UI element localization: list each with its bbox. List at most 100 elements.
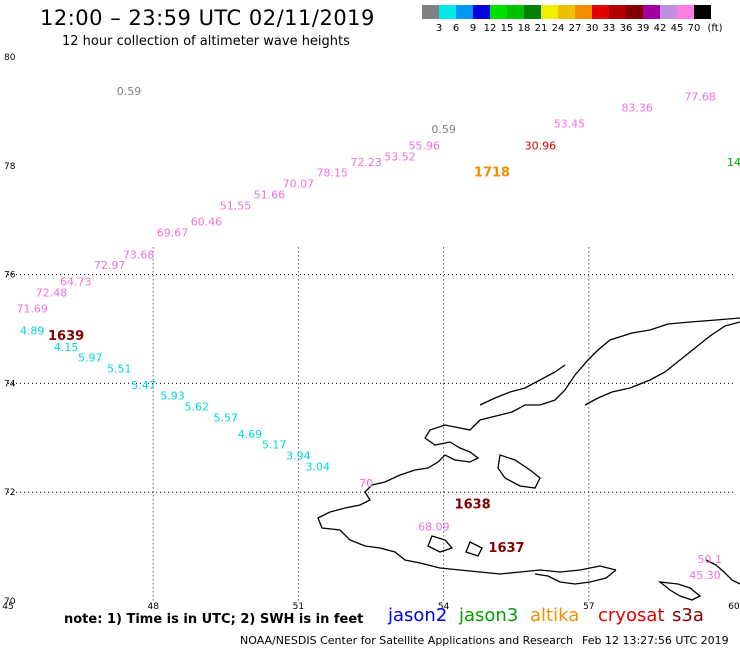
map-subtitle: 12 hour collection of altimeter wave hei… [62, 34, 350, 49]
colorbar-swatch [507, 5, 524, 19]
satellite-legend-altika: altika [530, 605, 580, 626]
observation-label: 55.96 [408, 139, 440, 152]
colorbar-tick-label: 6 [452, 23, 460, 34]
observation-label: 5.47 [131, 379, 156, 392]
observation-label: 83.36 [621, 101, 653, 114]
observation-label: 73.68 [123, 248, 155, 261]
colorbar-swatch [609, 5, 626, 19]
colorbar-swatch [490, 5, 507, 19]
satellite-legend-jason3: jason3 [459, 605, 519, 626]
observation-label: 5.97 [78, 352, 103, 365]
colorbar-unit: (ft) [707, 23, 723, 34]
lon-tick-label: 60 [728, 602, 740, 612]
observation-label: 1638 [455, 498, 491, 513]
coastline [317, 317, 740, 601]
lat-tick-label: 80 [4, 53, 16, 63]
colorbar-tick-label: 3 [435, 23, 443, 34]
colorbar-swatch [694, 5, 711, 19]
observation-label: 53.52 [384, 150, 416, 163]
colorbar-tick-label: 45 [670, 23, 684, 34]
observation-label: 68.09 [418, 520, 450, 533]
colorbar-tick-label: 70 [687, 23, 701, 34]
lon-tick-label: 51 [293, 602, 304, 612]
colorbar-swatch [524, 5, 541, 19]
colorbar-tick-label: 39 [636, 23, 650, 34]
observation-label: 50.1 [698, 553, 723, 566]
lon-tick-label: 45 [2, 602, 13, 612]
observation-label: 60.46 [191, 216, 223, 229]
lon-tick-label: 54 [438, 602, 450, 612]
observation-label: 70.07 [283, 178, 315, 191]
observation-label: 4.15 [54, 341, 79, 354]
observation-label: 3.04 [306, 460, 331, 473]
observation-label: 77.68 [684, 91, 716, 104]
footer-note: note: 1) Time is in UTC; 2) SWH is in fe… [64, 612, 364, 627]
colorbar-tick-label: 15 [500, 23, 514, 34]
satellite-legend-s3a: s3a [672, 605, 704, 626]
observation-label: 70 [359, 477, 373, 490]
observation-label: 1718 [474, 166, 510, 181]
observation-label: 51.55 [220, 199, 252, 212]
observation-label: 5.51 [107, 363, 132, 376]
observation-label: 78.15 [317, 167, 349, 180]
colorbar-tick-label: 36 [619, 23, 633, 34]
observation-label: 3.94 [286, 450, 311, 463]
colorbar-swatch [677, 5, 694, 19]
observation-label: 30.96 [525, 139, 557, 152]
observation-label: 4.89 [20, 324, 45, 337]
lat-lon-grid [8, 247, 734, 601]
colorbar-tick-label: 18 [517, 23, 531, 34]
observation-label: 14 [727, 156, 740, 169]
colorbar-swatch [558, 5, 575, 19]
observation-label: 5.17 [262, 439, 287, 452]
lon-tick-label: 48 [147, 602, 159, 612]
observation-label: 1639 [48, 329, 84, 344]
observation-label: 72.97 [94, 259, 126, 272]
colorbar-tick-label: 12 [483, 23, 497, 34]
generation-timestamp: Feb 12 13:27:56 UTC 2019 [582, 634, 729, 647]
observation-label: 1637 [488, 541, 524, 556]
lat-tick-label: 76 [4, 271, 16, 281]
lon-tick-label: 57 [583, 602, 594, 612]
observation-label: 72.23 [350, 156, 382, 169]
colorbar-tick-label: 42 [653, 23, 667, 34]
colorbar-tick-label: 24 [551, 23, 565, 34]
observation-label: 5.93 [160, 390, 185, 403]
map-title: 12:00 – 23:59 UTC 02/11/2019 [40, 6, 375, 30]
observation-label: 5.57 [214, 411, 239, 424]
colorbar-swatch [592, 5, 609, 19]
observation-label: 72.48 [36, 286, 68, 299]
observation-label: 5.62 [185, 401, 210, 414]
colorbar-swatch [541, 5, 558, 19]
colorbar-swatch [575, 5, 592, 19]
satellite-legend-cryosat: cryosat [598, 605, 665, 626]
lat-tick-label: 72 [4, 488, 15, 498]
wave-height-observations: 14 1718 30.96 1639 1638 1637 0.59 0.59 71.69 72.4… [16, 85, 740, 582]
observation-label: 0.59 [431, 123, 456, 136]
observation-label: 64.73 [60, 275, 92, 288]
credit-line: NOAA/NESDIS Center for Satellite Applica… [240, 634, 574, 647]
lat-tick-label: 74 [4, 379, 16, 389]
colorbar-swatch [456, 5, 473, 19]
observation-label: 71.69 [16, 303, 48, 316]
colorbar-swatch [473, 5, 490, 19]
observation-label: 4.69 [238, 428, 263, 441]
colorbar-tick-label: 30 [585, 23, 599, 34]
observation-label: 0.59 [117, 85, 142, 98]
colorbar-swatch [422, 5, 439, 19]
observation-label: 45.30 [689, 569, 721, 582]
colorbar-tick-label: 33 [602, 23, 616, 34]
colorbar-tick-label: 9 [469, 23, 477, 34]
colorbar-tick-label: 27 [568, 23, 582, 34]
colorbar-swatch [643, 5, 660, 19]
colorbar-swatch [626, 5, 643, 19]
colorbar-tick-label: 21 [534, 23, 548, 34]
lat-tick-label: 70 [4, 597, 16, 607]
colorbar-swatch [439, 5, 456, 19]
observation-label: 51.66 [254, 188, 286, 201]
observation-label: 53.45 [554, 118, 586, 131]
satellite-legend-jason2: jason2 [388, 605, 448, 626]
observation-label: 69.67 [157, 227, 189, 240]
